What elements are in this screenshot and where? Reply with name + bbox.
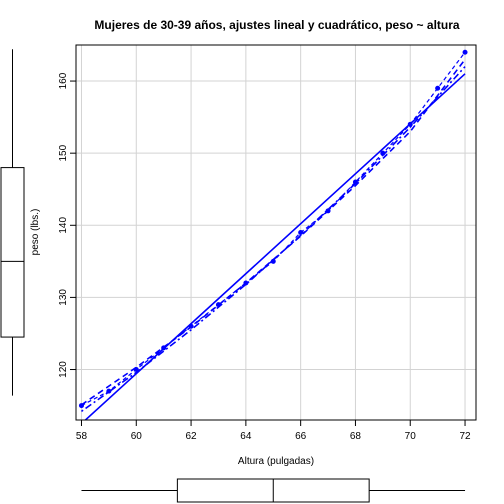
data-point <box>215 302 221 308</box>
data-point <box>188 323 194 329</box>
data-point <box>325 208 331 214</box>
fit-line-quadratic-dashed <box>81 58 466 406</box>
data-point <box>133 367 139 373</box>
data-point <box>78 403 84 409</box>
x-marginal-boxplot <box>81 478 466 503</box>
data-point <box>243 280 249 286</box>
x-tick-label: 72 <box>459 431 471 442</box>
y-tick-label: 130 <box>58 289 69 306</box>
y-tick-label: 120 <box>58 361 69 378</box>
chart-title: Mujeres de 30-39 años, ajustes lineal y … <box>94 18 459 32</box>
data-point <box>380 150 386 156</box>
plot-frame <box>75 44 477 421</box>
fit-line-quadratic-dotdash <box>81 66 466 412</box>
data-point <box>298 230 304 235</box>
series-line <box>81 51 466 407</box>
x-tick-label: 62 <box>186 431 198 442</box>
data-series <box>78 49 468 409</box>
y-axis-label: peso (lbs.) <box>30 209 41 256</box>
x-tick-label: 58 <box>76 431 88 442</box>
x-tick-label: 64 <box>240 431 252 442</box>
x-tick-label: 68 <box>350 431 362 442</box>
data-point <box>161 345 167 351</box>
data-point <box>270 258 276 264</box>
x-tick-label: 60 <box>131 431 143 442</box>
fit-line-linear-solid <box>84 73 466 420</box>
y-tick-label: 150 <box>58 144 69 161</box>
data-point <box>435 85 441 91</box>
y-axis: 120 130 140 150 160 <box>58 72 76 378</box>
x-axis-label: Altura (pulgadas) <box>238 456 314 467</box>
y-tick-label: 140 <box>58 217 69 234</box>
x-tick-label: 66 <box>295 431 307 442</box>
y-tick-label: 160 <box>58 72 69 89</box>
x-axis: 58 60 62 64 66 68 70 72 <box>76 420 471 442</box>
fit-lines <box>81 58 466 420</box>
boxplot-y-box <box>0 167 25 338</box>
x-tick-label: 70 <box>405 431 417 442</box>
data-point <box>106 388 112 394</box>
data-point <box>462 49 468 55</box>
grid <box>76 45 476 420</box>
y-marginal-boxplot <box>0 49 25 396</box>
data-point <box>352 179 358 185</box>
data-point <box>407 121 413 127</box>
